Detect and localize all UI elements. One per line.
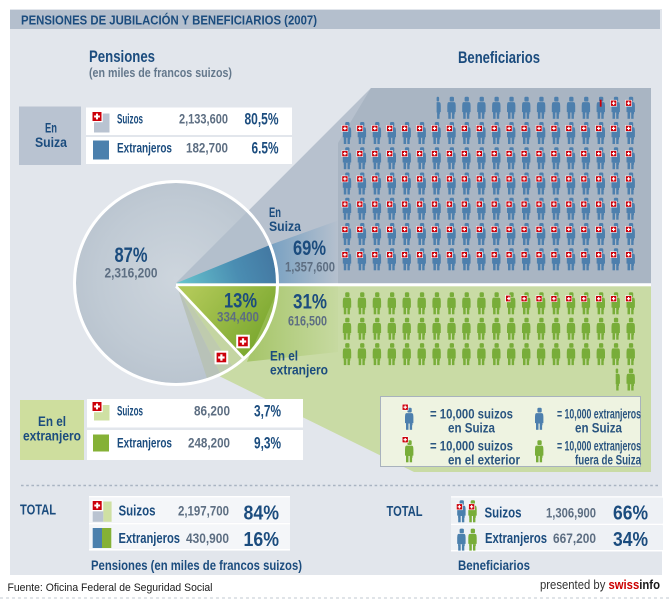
svg-text:2,197,700: 2,197,700 [178,503,229,519]
svg-text:Suizos: Suizos [119,503,156,520]
svg-text:En: En [45,121,57,136]
svg-text:Suizos: Suizos [485,505,522,522]
svg-text:En el: En el [38,414,66,429]
svg-text:extranjero: extranjero [270,363,328,378]
svg-text:16%: 16% [244,529,280,551]
svg-text:Beneficiarios: Beneficiarios [458,48,540,67]
svg-text:80,5%: 80,5% [245,110,279,129]
svg-text:= 10,000 extranjeros: = 10,000 extranjeros [557,407,641,422]
svg-text:248,200: 248,200 [188,436,230,451]
svg-text:667,200: 667,200 [553,530,596,546]
svg-text:87%: 87% [115,244,148,267]
svg-text:34%: 34% [613,529,648,551]
svg-text:Extranjeros: Extranjeros [117,141,172,156]
svg-text:En: En [269,205,281,220]
svg-text:en el exterior: en el exterior [448,453,521,468]
svg-text:Suizos: Suizos [117,404,143,419]
svg-text:31%: 31% [293,291,327,314]
svg-text:1,357,600: 1,357,600 [285,260,335,275]
svg-text:presented by swissinfo: presented by swissinfo [540,578,660,592]
svg-text:Pensiones: Pensiones [89,47,155,66]
svg-text:Extranjeros: Extranjeros [117,436,172,451]
svg-text:= 10,000 suizos: = 10,000 suizos [430,407,513,422]
svg-text:66%: 66% [613,503,648,525]
svg-text:430,900: 430,900 [186,530,229,546]
svg-text:86,200: 86,200 [194,404,230,419]
svg-text:TOTAL: TOTAL [387,504,423,520]
svg-text:69%: 69% [293,237,326,260]
svg-text:1,306,900: 1,306,900 [546,505,596,521]
svg-text:TOTAL: TOTAL [20,503,56,519]
svg-text:6.5%: 6.5% [252,139,279,158]
svg-text:Suiza: Suiza [269,219,301,234]
svg-text:Pensiones (en miles de francos: Pensiones (en miles de francos suizos) [91,558,302,573]
svg-text:Beneficiarios: Beneficiarios [458,558,530,573]
svg-text:182,700: 182,700 [186,141,228,156]
svg-text:Suiza: Suiza [35,135,67,150]
svg-text:en Suiza: en Suiza [448,421,495,436]
svg-text:= 10,000 extranjeros: = 10,000 extranjeros [557,439,641,454]
svg-text:(en miles de francos suizos): (en miles de francos suizos) [89,66,232,80]
svg-text:En el: En el [270,349,298,364]
svg-text:PENSIONES DE JUBILACIÓN Y BENE: PENSIONES DE JUBILACIÓN Y BENEFICIARIOS … [21,13,317,28]
svg-text:Suizos: Suizos [117,112,143,127]
svg-text:616,500: 616,500 [288,314,327,329]
svg-text:2,316,200: 2,316,200 [105,266,158,281]
svg-text:84%: 84% [244,503,280,525]
svg-text:extranjero: extranjero [23,429,81,444]
svg-text:= 10,000 suizos: = 10,000 suizos [430,439,513,454]
svg-text:fuera de Suiza: fuera de Suiza [575,453,641,468]
svg-text:13%: 13% [224,290,257,313]
svg-text:9,3%: 9,3% [254,434,281,453]
svg-text:2,133,600: 2,133,600 [179,112,228,127]
svg-text:Extranjeros: Extranjeros [119,530,181,547]
svg-text:334,400: 334,400 [217,310,259,325]
svg-text:3,7%: 3,7% [254,402,281,421]
svg-text:Fuente: Oficina Federal de Seg: Fuente: Oficina Federal de Seguridad Soc… [8,582,213,594]
svg-text:Extranjeros: Extranjeros [485,530,547,547]
svg-text:en Suiza: en Suiza [575,421,622,436]
